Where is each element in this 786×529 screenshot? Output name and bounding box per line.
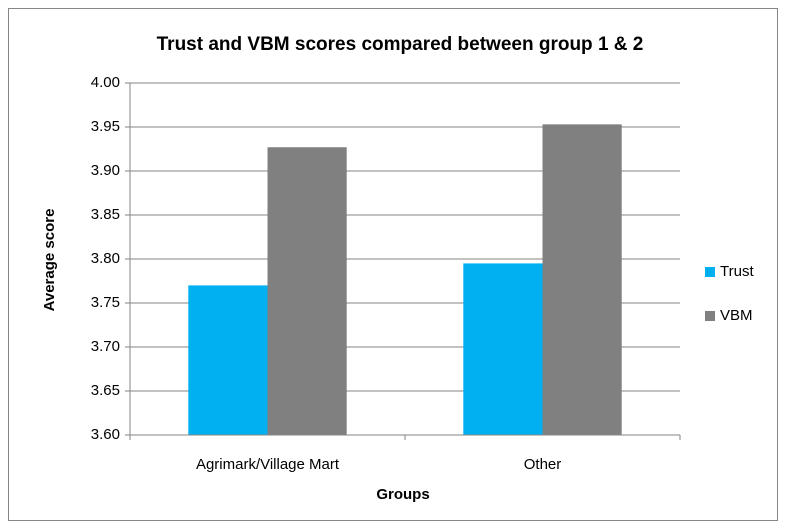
legend-label: VBM xyxy=(720,307,753,324)
chart-title: Trust and VBM scores compared between gr… xyxy=(157,34,644,55)
x-tick-label: Other xyxy=(524,456,562,473)
y-tick-label: 3.90 xyxy=(91,162,120,179)
bar xyxy=(463,263,543,435)
y-tick-label: 3.75 xyxy=(91,294,120,311)
y-tick-label: 3.80 xyxy=(91,250,120,267)
chart-border xyxy=(8,8,778,521)
legend-label: Trust xyxy=(720,263,754,280)
bar xyxy=(267,147,347,436)
y-tick-label: 3.85 xyxy=(91,206,120,223)
legend-swatch xyxy=(705,267,715,277)
bar xyxy=(542,124,622,436)
x-axis-title: Groups xyxy=(376,486,429,503)
legend-swatch xyxy=(705,311,715,321)
y-tick-label: 3.95 xyxy=(91,118,120,135)
y-tick-label: 3.65 xyxy=(91,382,120,399)
x-tick-label: Agrimark/Village Mart xyxy=(196,456,340,473)
y-tick-label: 3.60 xyxy=(91,426,120,443)
y-tick-label: 3.70 xyxy=(91,338,120,355)
y-tick-label: 4.00 xyxy=(91,74,120,91)
y-axis-title: Average score xyxy=(41,209,58,312)
bar xyxy=(188,285,268,435)
